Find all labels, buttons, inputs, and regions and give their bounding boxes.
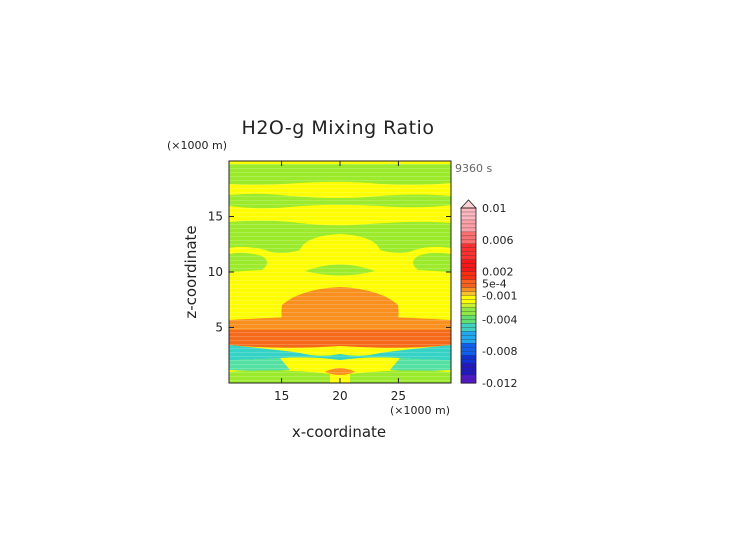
colorbar-label: 0.01 [482, 202, 507, 215]
colorbar-swatch [461, 331, 476, 336]
colorbar-swatch [461, 371, 476, 376]
colorbar-swatch [461, 295, 476, 301]
x-tick-label: 20 [332, 389, 347, 403]
y-tick-label: 10 [208, 265, 223, 279]
colorbar-swatch [461, 339, 476, 344]
y-tick-label: 5 [215, 321, 223, 335]
colorbar-swatch [461, 379, 476, 384]
y-axis-label: z-coordinate [182, 225, 200, 318]
colorbar-swatch [461, 267, 476, 273]
colorbar-swatch [461, 251, 476, 257]
colorbar-swatch [461, 239, 476, 245]
x-tick-label: 15 [274, 389, 289, 403]
colorbar-swatch [461, 275, 476, 281]
y-tick-label: 15 [208, 210, 223, 224]
y-axis-ticks: 5 10 15 [208, 210, 451, 335]
colorbar-label: 0.002 [482, 266, 514, 279]
colorbar-label: -0.001 [482, 290, 517, 303]
chart-title: H2O-g Mixing Ratio [242, 117, 435, 139]
time-label: 9360 s [455, 162, 492, 175]
colorbar-swatch [461, 263, 476, 269]
colorbar-swatch [461, 335, 476, 340]
colorbar-swatch [461, 287, 476, 293]
colorbar-swatch [461, 299, 476, 305]
colorbar-swatch [461, 255, 476, 261]
colorbar-label: -0.004 [482, 313, 517, 326]
colorbar-swatch [461, 243, 476, 249]
colorbar-swatch [461, 351, 476, 356]
x-axis-ticks: 15 20 25 [274, 161, 406, 403]
colorbar-label: 0.006 [482, 234, 514, 247]
colorbar-swatch [461, 223, 476, 229]
colorbar-swatch [461, 319, 476, 324]
colorbar-swatch [461, 291, 476, 297]
colorbar-swatch [461, 247, 476, 253]
x-tick-label: 25 [391, 389, 406, 403]
colorbar-label: -0.008 [482, 345, 517, 358]
heatmap-plot-area: 15 20 25 5 10 15 [208, 160, 452, 403]
colorbar-swatch [461, 323, 476, 328]
colorbar-swatch [461, 315, 476, 320]
colorbar-swatch [461, 363, 476, 368]
colorbar-label: -0.012 [482, 377, 517, 390]
colorbar-swatch [461, 283, 476, 289]
x-axis-unit: (×1000 m) [390, 404, 450, 417]
colorbar-swatch [461, 303, 476, 309]
colorbar-swatch [461, 307, 476, 313]
colorbar-swatch [461, 327, 476, 332]
colorbar-frame [460, 207, 477, 384]
colorbar-swatch [461, 359, 476, 364]
colorbar-swatch [461, 219, 476, 225]
heatmap-grid-overlay [229, 161, 451, 383]
colorbar-swatch [461, 208, 476, 213]
colorbar-extend-arrow [460, 199, 477, 209]
colorbar-swatch [461, 235, 476, 241]
y-axis-unit: (×1000 m) [167, 139, 227, 152]
colorbar-swatch [461, 375, 476, 380]
x-axis-label: x-coordinate [292, 423, 386, 441]
colorbar-swatch [461, 231, 476, 237]
colorbar-swatch [461, 211, 476, 217]
colorbar-swatch [461, 227, 476, 233]
colorbar-label: 5e-4 [482, 278, 507, 291]
colorbar-swatch [461, 367, 476, 372]
colorbar-swatch [461, 215, 476, 221]
colorbar-swatch [461, 355, 476, 360]
colorbar-swatch [461, 259, 476, 265]
colorbar-swatch [461, 347, 476, 352]
colorbar-swatch [461, 279, 476, 285]
colorbar-swatch [461, 343, 476, 348]
colorbar-swatch [461, 271, 476, 277]
colorbar-swatch [461, 311, 476, 316]
